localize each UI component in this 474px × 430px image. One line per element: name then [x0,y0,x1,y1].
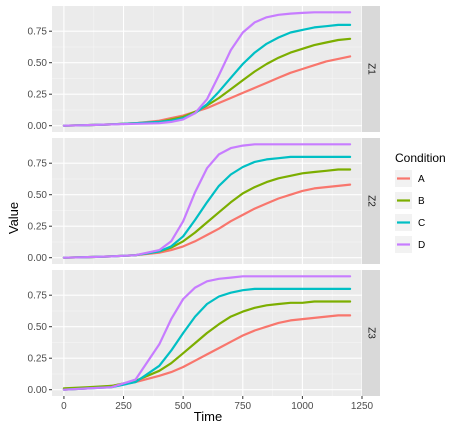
y-tick-label: 0.25 [28,222,48,233]
y-tick-label: 0.75 [28,291,48,302]
panel-background [52,6,362,132]
panel-z3: 0.00 0.25 0.50 0.75 Z3 [28,270,380,396]
y-tick-label: 0.50 [28,190,48,201]
series-line-c [62,287,352,391]
legend-label-d: D [418,240,425,251]
series-line-d [62,11,352,127]
y-tick-label: 0.00 [28,385,48,396]
facet-strip [362,270,380,396]
legend-title: Condition [395,151,446,165]
x-tick-label: 0 [61,401,67,412]
y-tick-label: 0.75 [28,159,48,170]
y-tick-label: 0.50 [28,58,48,69]
panel-z2: 0.00 0.25 0.50 0.75 Z2 [28,138,380,264]
series-line-a [62,314,352,391]
panel-z1: 0.00 0.25 0.50 0.75 Z1 [28,6,380,132]
facet-strip-label: Z2 [366,195,377,207]
x-tick-label: 1250 [351,401,374,412]
legend-label-c: C [418,218,425,229]
legend-label-a: A [418,174,425,185]
y-tick-label: 0.75 [28,27,48,38]
legend-label-b: B [418,196,425,207]
facet-strip-label: Z1 [366,63,377,75]
y-tick-label: 0.25 [28,90,48,101]
series-line-d [62,275,352,391]
y-tick-label: 0.50 [28,322,48,333]
y-axis-title: Value [6,202,21,234]
y-tick-label: 0.00 [28,121,48,132]
facet-strip [362,138,380,264]
y-tick-label: 0.00 [28,253,48,264]
x-axis-title: Time [194,409,222,424]
x-tick-label: 250 [115,401,132,412]
facet-strip-label: Z3 [366,327,377,339]
x-tick-label: 500 [175,401,192,412]
facet-strip [362,6,380,132]
x-tick-label: 1000 [291,401,314,412]
y-tick-label: 0.25 [28,354,48,365]
x-tick-label: 750 [234,401,251,412]
series-line-d [62,143,352,259]
